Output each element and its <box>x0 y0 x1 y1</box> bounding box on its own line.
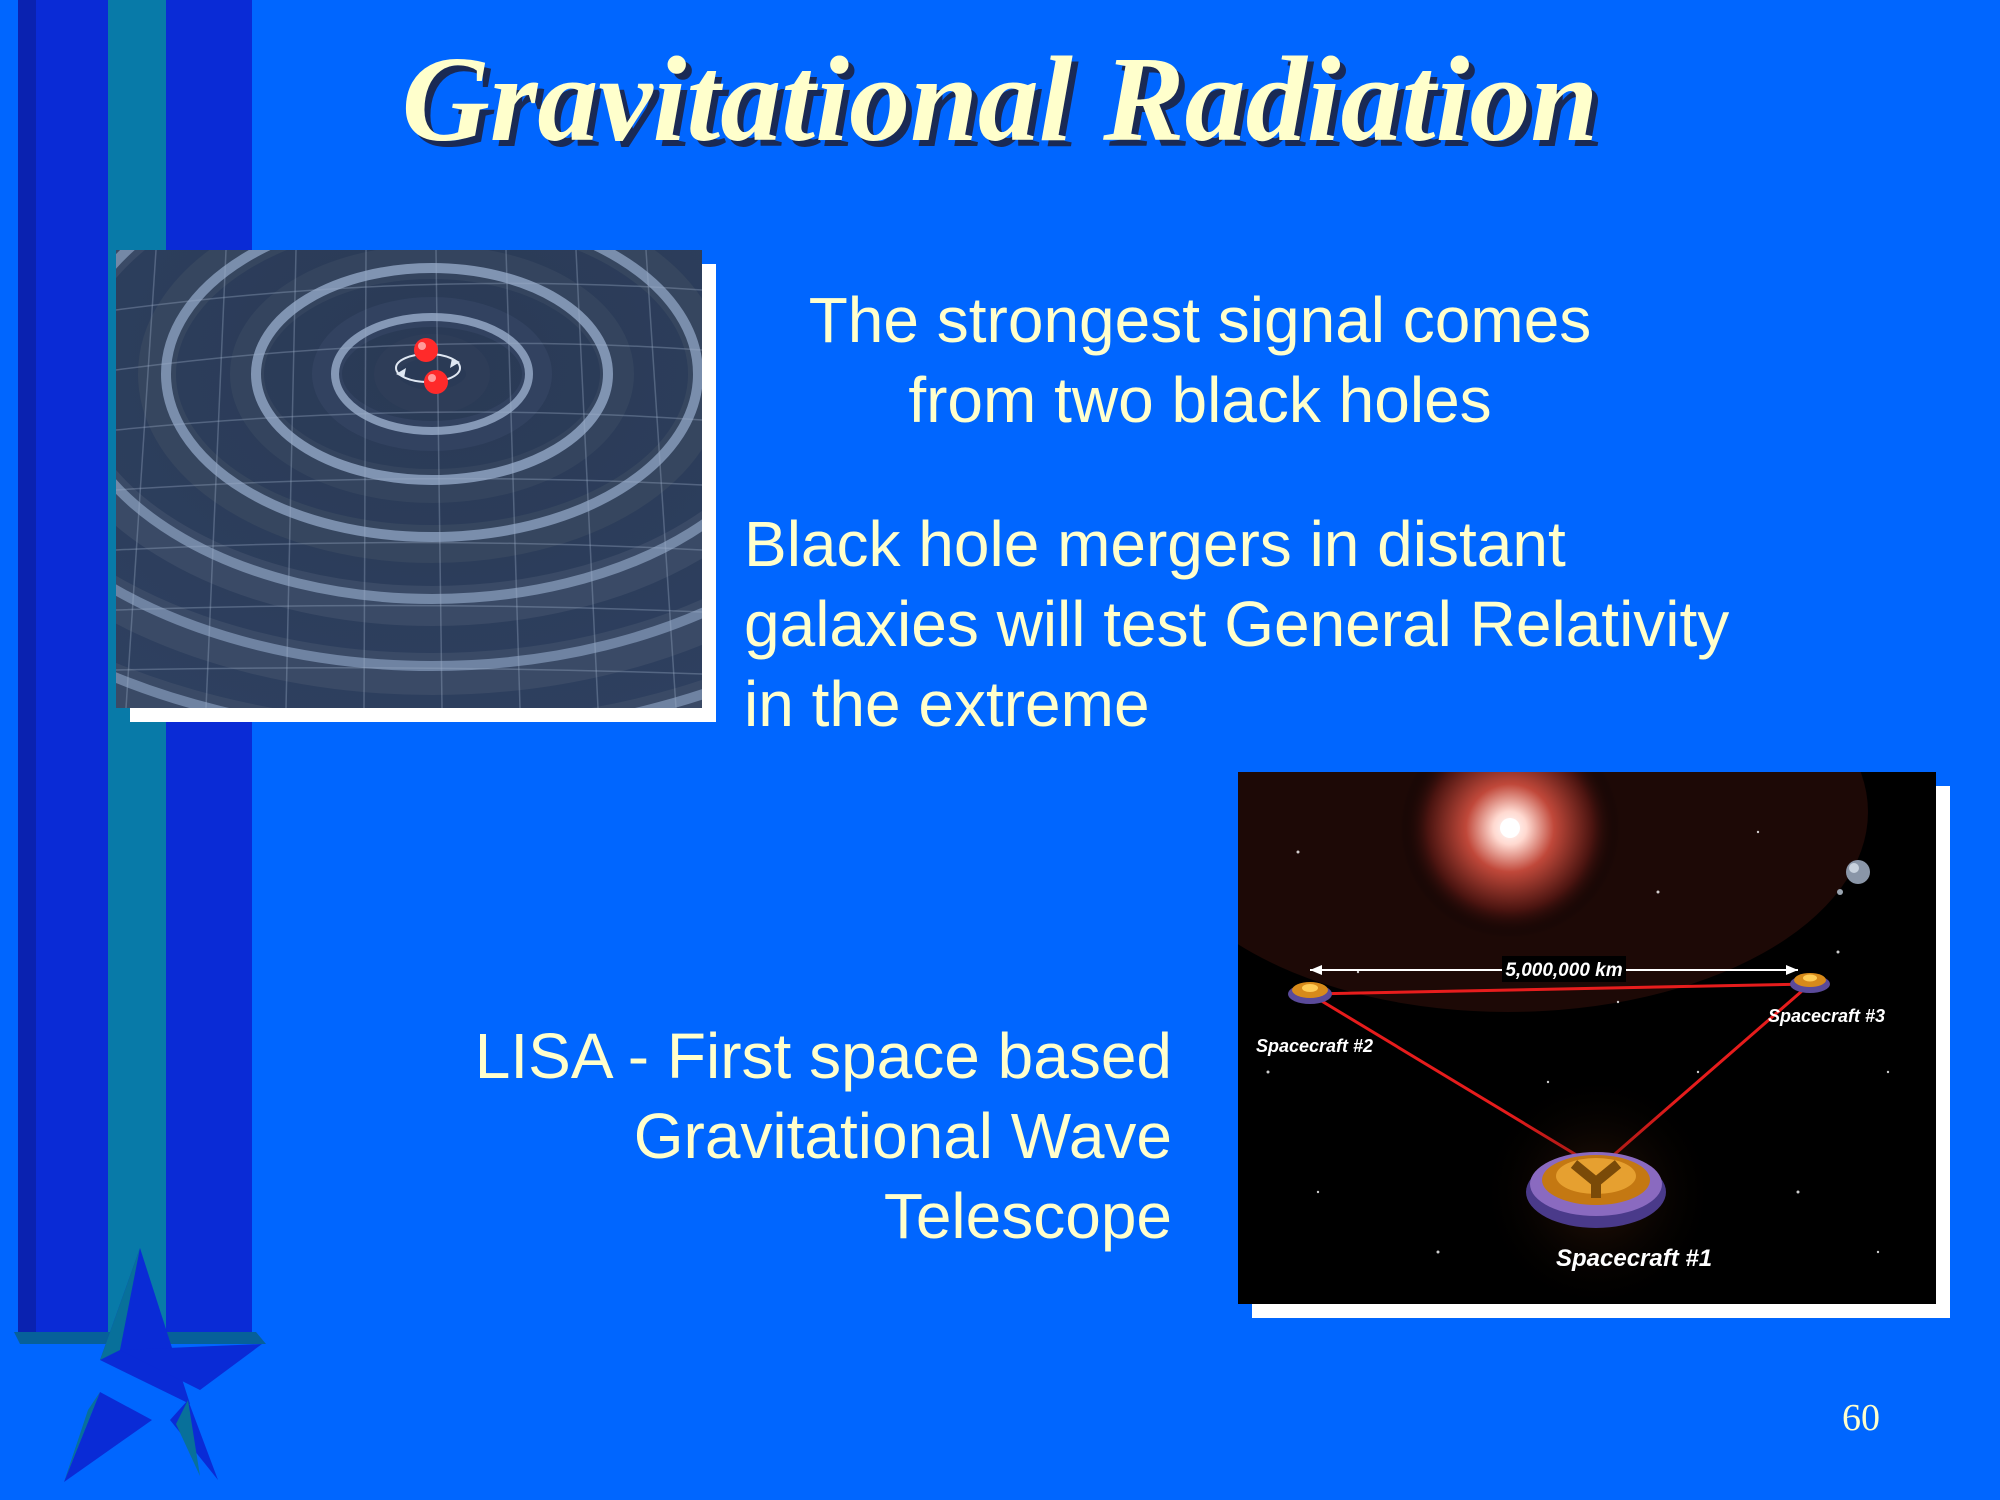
spacecraft-3-icon <box>1790 973 1830 993</box>
black-hole-waves-image <box>116 250 702 708</box>
lisa-constellation-image: 5,000,000 km Spacecraft #2 Spacecraft #3… <box>1238 772 1936 1304</box>
text-line: Black hole mergers in distant <box>744 508 1566 580</box>
text-lisa: LISA - First space based Gravitational W… <box>400 1016 1172 1256</box>
text-line: The strongest signal comes <box>808 284 1592 356</box>
text-line: Gravitational Wave <box>633 1100 1172 1172</box>
spacecraft-1-label: Spacecraft #1 <box>1556 1245 1712 1272</box>
spacecraft-1-icon <box>1526 1152 1666 1228</box>
star-icon <box>64 1248 262 1482</box>
page-number: 60 <box>1842 1397 1880 1439</box>
text-line: galaxies will test General Relativity <box>744 588 1730 660</box>
text-line: from two black holes <box>908 364 1492 436</box>
text-line: Telescope <box>883 1180 1172 1252</box>
text-line: LISA - First space based <box>474 1020 1172 1092</box>
spacecraft-2-label: Spacecraft #2 <box>1256 1036 1373 1056</box>
spacecraft-2-icon <box>1288 982 1332 1004</box>
spacecraft-3-label: Spacecraft #3 <box>1768 1006 1885 1026</box>
text-strongest-signal: The strongest signal comes from two blac… <box>740 280 1660 440</box>
slide-title: Gravitational Radiation <box>401 32 1599 167</box>
decorative-stripes <box>0 0 280 1500</box>
text-line: in the extreme <box>744 668 1150 740</box>
text-black-hole-mergers: Black hole mergers in distant galaxies w… <box>744 504 1944 744</box>
distance-label: 5,000,000 km <box>1505 960 1622 981</box>
